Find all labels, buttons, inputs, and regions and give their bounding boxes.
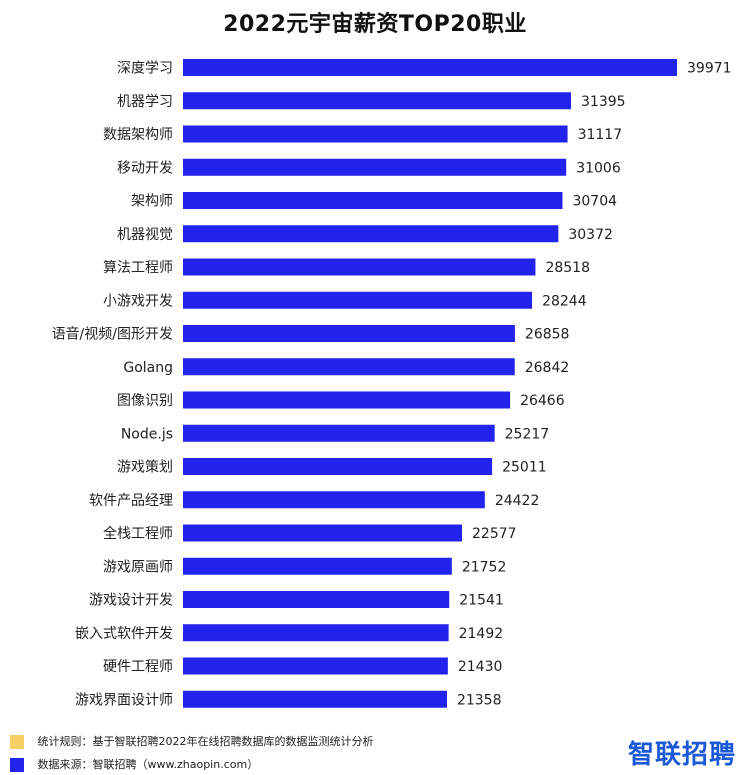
value-label: 21492: [459, 626, 504, 642]
value-label: 24422: [495, 493, 540, 509]
value-label: 21541: [459, 593, 504, 609]
rule-swatch: [10, 735, 24, 749]
value-label: 28518: [545, 260, 590, 276]
category-label: 全栈工程师: [103, 525, 173, 542]
rule-text: 统计规则：基于智联招聘2022年在线招聘数据库的数据监测统计分析: [37, 735, 374, 748]
category-label: 机器学习: [117, 94, 173, 110]
chart-title: 2022元宇宙薪资TOP20职业: [223, 12, 527, 37]
value-label: 31117: [578, 127, 623, 143]
category-label: 嵌入式软件开发: [75, 626, 173, 642]
bar: [183, 424, 495, 442]
value-label: 21358: [457, 692, 502, 708]
category-label: 图像识别: [117, 393, 173, 409]
category-label: 语音/视频/图形开发: [52, 326, 173, 343]
bar: [183, 657, 448, 675]
category-label: 游戏原画师: [103, 559, 173, 575]
value-label: 28244: [542, 293, 587, 309]
bar-chart: 深度学习 39971 机器学习 31395 数据架构师 31117 移动开发 31006 架构师…: [52, 59, 732, 708]
category-label: 游戏界面设计师: [75, 692, 173, 708]
bar: [183, 325, 515, 342]
category-label: 算法工程师: [103, 260, 173, 276]
bar: [183, 192, 563, 209]
value-label: 26466: [520, 393, 565, 409]
value-label: 25011: [502, 460, 547, 476]
value-label: 26858: [525, 327, 570, 343]
bar: [183, 624, 449, 642]
value-label: 21430: [458, 659, 503, 675]
value-label: 21752: [462, 559, 507, 575]
category-label: 游戏设计开发: [89, 593, 173, 609]
category-label: 机器视觉: [117, 227, 173, 243]
category-label: Node.js: [121, 426, 173, 442]
value-label: 31395: [581, 94, 626, 110]
category-label: 硬件工程师: [103, 659, 173, 675]
bar: [183, 59, 677, 76]
value-label: 22577: [472, 526, 517, 542]
category-label: 移动开发: [117, 160, 173, 176]
bar: [183, 391, 511, 409]
value-label: 30372: [568, 227, 613, 243]
bar: [183, 491, 485, 509]
category-label: 数据架构师: [103, 127, 173, 143]
category-label: 小游戏开发: [103, 293, 173, 309]
bar: [183, 690, 447, 708]
bar: [183, 291, 533, 309]
category-label: 游戏策划: [117, 459, 173, 476]
bar: [183, 92, 572, 110]
zhaopin-logo: 智联招聘: [627, 740, 736, 770]
category-label: 软件产品经理: [89, 493, 173, 509]
value-label: 26842: [525, 360, 570, 376]
category-label: 深度学习: [117, 61, 173, 77]
value-label: 30704: [572, 194, 617, 210]
source-swatch: [10, 758, 24, 772]
value-label: 39971: [687, 61, 732, 77]
value-label: 25217: [505, 426, 550, 442]
bar: [183, 524, 463, 542]
category-label: 架构师: [131, 194, 173, 210]
bar: [183, 125, 568, 143]
source-text: 数据来源：智联招聘（www.zhaopin.com）: [37, 758, 259, 771]
bar: [183, 591, 450, 608]
footer-source: 数据来源：智联招聘（www.zhaopin.com）: [10, 756, 258, 772]
bar: [183, 225, 559, 243]
bar: [183, 358, 515, 376]
bar: [183, 158, 567, 176]
value-label: 31006: [576, 160, 621, 176]
bar: [183, 557, 452, 575]
category-label: Golang: [123, 360, 173, 376]
footer-rule: 统计规则：基于智联招聘2022年在线招聘数据库的数据监测统计分析: [10, 733, 374, 749]
bar: [183, 258, 536, 276]
bar: [183, 458, 493, 475]
